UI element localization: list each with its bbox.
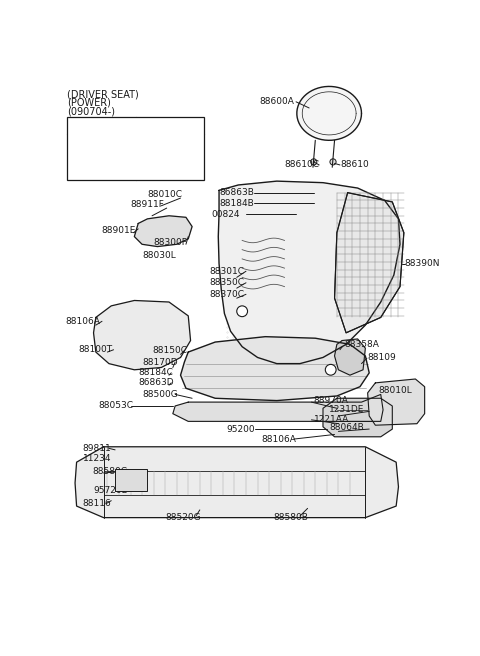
Text: 88010L: 88010L (378, 386, 412, 395)
Text: 88520G: 88520G (165, 513, 201, 522)
Text: 88580B: 88580B (273, 513, 308, 522)
Circle shape (73, 120, 84, 131)
Text: 86863B: 86863B (219, 188, 254, 197)
Text: 88350C: 88350C (210, 278, 245, 287)
Text: 95720B: 95720B (94, 486, 128, 495)
Text: 88500G: 88500G (142, 390, 178, 399)
Text: a: a (76, 121, 81, 130)
Text: 88358A: 88358A (345, 340, 379, 349)
Polygon shape (75, 447, 398, 518)
Circle shape (141, 120, 152, 131)
Polygon shape (323, 398, 392, 437)
Circle shape (111, 499, 127, 514)
Text: 88610: 88610 (340, 161, 369, 169)
Text: 88300F: 88300F (154, 238, 188, 247)
Polygon shape (134, 216, 192, 247)
Text: 88053C: 88053C (98, 401, 133, 411)
Text: 88911F: 88911F (131, 199, 164, 209)
Circle shape (159, 238, 164, 243)
Text: 88030L: 88030L (143, 251, 177, 260)
Text: 88106A: 88106A (65, 317, 100, 326)
Text: (POWER): (POWER) (67, 98, 111, 108)
Text: 88600A: 88600A (260, 97, 295, 106)
Circle shape (330, 159, 336, 165)
Text: 88901E: 88901E (101, 226, 136, 235)
Text: 1231DE: 1231DE (329, 405, 364, 415)
Text: 88370C: 88370C (210, 290, 245, 299)
Circle shape (159, 144, 163, 148)
Text: 88064B: 88064B (329, 423, 364, 432)
FancyBboxPatch shape (67, 117, 204, 180)
Circle shape (98, 146, 102, 150)
Text: 88010C: 88010C (147, 190, 182, 199)
Polygon shape (173, 394, 383, 421)
Text: 88109: 88109 (368, 353, 396, 362)
Text: a: a (328, 365, 333, 375)
Text: 95200: 95200 (227, 424, 255, 434)
Text: 88610C: 88610C (285, 161, 320, 169)
Text: 88185A: 88185A (85, 121, 120, 130)
Text: 88116: 88116 (83, 499, 111, 508)
Text: 11234: 11234 (83, 454, 111, 463)
Circle shape (151, 158, 156, 163)
Polygon shape (83, 140, 108, 173)
Polygon shape (144, 139, 169, 171)
Text: (DRIVER SEAT): (DRIVER SEAT) (67, 89, 139, 100)
Text: 88100T: 88100T (78, 345, 112, 354)
Polygon shape (218, 181, 400, 363)
Text: 88106A: 88106A (262, 434, 296, 443)
Text: 89811: 89811 (83, 444, 111, 453)
Polygon shape (335, 193, 404, 333)
Text: 88170D: 88170D (142, 358, 178, 367)
Polygon shape (180, 337, 369, 401)
Text: 88970A: 88970A (314, 396, 348, 405)
Text: 1221AA: 1221AA (314, 415, 349, 424)
Text: 88184B: 88184B (219, 199, 254, 208)
Text: 88150C: 88150C (152, 346, 187, 355)
Text: 88580C: 88580C (92, 467, 127, 476)
Polygon shape (297, 87, 361, 140)
Text: 88186A: 88186A (153, 121, 188, 130)
Circle shape (311, 159, 317, 165)
FancyBboxPatch shape (115, 469, 147, 491)
Text: (090704-): (090704-) (67, 106, 115, 116)
Circle shape (347, 349, 353, 355)
Text: b: b (144, 121, 149, 130)
Text: 00824: 00824 (211, 210, 240, 218)
Polygon shape (335, 339, 365, 375)
Text: 88301C: 88301C (210, 267, 245, 276)
Circle shape (90, 159, 94, 164)
Circle shape (325, 364, 336, 375)
Circle shape (178, 226, 184, 232)
Text: 88390N: 88390N (405, 259, 440, 268)
Polygon shape (368, 379, 425, 425)
Text: 88184C: 88184C (138, 369, 173, 377)
Text: 86863D: 86863D (138, 379, 174, 388)
Polygon shape (94, 300, 191, 370)
Circle shape (237, 306, 248, 317)
Text: b: b (240, 307, 245, 316)
